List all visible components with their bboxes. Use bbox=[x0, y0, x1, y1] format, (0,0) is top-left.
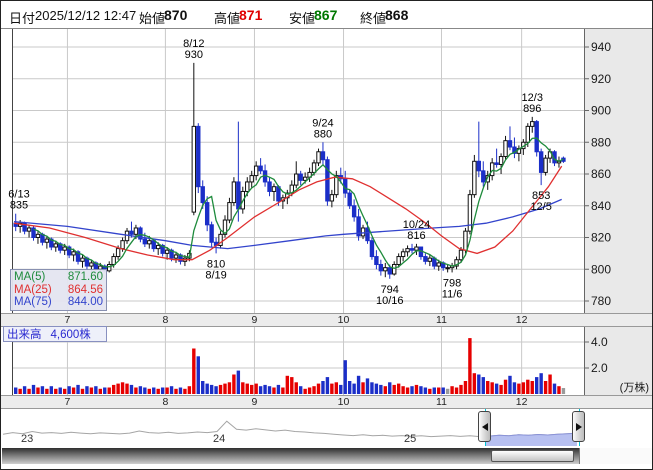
close-label: 終値 bbox=[360, 11, 387, 26]
svg-text:798: 798 bbox=[443, 277, 461, 289]
ma-legend: MA(5) 871.60 MA(25) 864.56 MA(75) 844.00 bbox=[10, 269, 107, 311]
candles-group bbox=[13, 62, 566, 279]
svg-text:10/24: 10/24 bbox=[403, 219, 431, 231]
month-label: 12 bbox=[515, 396, 528, 408]
ma25-row: MA(25) 864.56 bbox=[14, 284, 103, 297]
svg-text:835: 835 bbox=[10, 200, 28, 212]
month-label: 7 bbox=[64, 314, 71, 326]
month-label: 11 bbox=[436, 396, 447, 408]
ma25-value: 864.56 bbox=[67, 283, 103, 296]
month-label: 11 bbox=[436, 314, 447, 326]
svg-text:794: 794 bbox=[381, 284, 399, 296]
svg-text:12/3: 12/3 bbox=[522, 92, 543, 104]
ma25-line bbox=[13, 165, 563, 261]
svg-text:6/13: 6/13 bbox=[8, 189, 29, 201]
scrollbar-empty-area bbox=[579, 448, 652, 464]
svg-text:12/5: 12/5 bbox=[530, 201, 551, 213]
svg-text:24: 24 bbox=[213, 433, 225, 445]
date-label: 日付 bbox=[9, 11, 36, 26]
svg-text:860: 860 bbox=[591, 167, 611, 181]
nav-left-handle[interactable] bbox=[478, 411, 491, 442]
month-label: 9 bbox=[251, 314, 258, 326]
svg-text:(万株): (万株) bbox=[620, 380, 649, 394]
svg-text:11/6: 11/6 bbox=[442, 288, 463, 300]
date-value: 2025/12/12 12:47 bbox=[35, 8, 137, 23]
svg-text:23: 23 bbox=[21, 433, 33, 445]
svg-text:25: 25 bbox=[404, 433, 416, 445]
nav-left-arrow-icon bbox=[481, 422, 488, 431]
month-label: 8 bbox=[162, 314, 169, 326]
svg-text:800: 800 bbox=[591, 262, 611, 276]
month-label: 9 bbox=[251, 396, 258, 408]
month-label: 12 bbox=[515, 314, 528, 326]
ma25-label: MA(25) bbox=[14, 283, 52, 296]
ma75-row: MA(75) 844.00 bbox=[14, 296, 103, 309]
low-label: 安値 bbox=[289, 11, 316, 26]
open-value: 870 bbox=[164, 7, 188, 23]
svg-text:10/16: 10/16 bbox=[376, 295, 404, 307]
ma5-row: MA(5) 871.60 bbox=[14, 271, 103, 284]
svg-text:840: 840 bbox=[591, 199, 611, 213]
volume-chart[interactable]: 4.0 2.0 (万株) bbox=[1, 327, 653, 395]
nav-right-handle[interactable] bbox=[572, 411, 585, 442]
svg-text:853: 853 bbox=[532, 190, 550, 202]
nav-right-arrow-icon bbox=[575, 422, 582, 431]
svg-text:940: 940 bbox=[591, 40, 611, 54]
scrollbar-thumb[interactable] bbox=[491, 450, 574, 462]
svg-text:8/19: 8/19 bbox=[205, 269, 226, 281]
high-label: 高値 bbox=[214, 11, 241, 26]
svg-text:780: 780 bbox=[591, 294, 611, 308]
ma75-value: 844.00 bbox=[67, 296, 103, 309]
low-value: 867 bbox=[314, 7, 338, 23]
volume-current-value: 4,600株 bbox=[50, 329, 91, 341]
svg-text:9/24: 9/24 bbox=[312, 117, 333, 129]
high-value: 871 bbox=[239, 7, 263, 23]
volume-label-text: 出来高 bbox=[7, 329, 42, 341]
ma5-value: 871.60 bbox=[67, 271, 103, 283]
close-value: 868 bbox=[385, 7, 409, 23]
month-label: 8 bbox=[162, 396, 169, 408]
month-label: 10 bbox=[337, 314, 350, 326]
svg-text:810: 810 bbox=[207, 258, 225, 270]
month-label: 10 bbox=[337, 396, 350, 408]
svg-text:930: 930 bbox=[185, 49, 203, 61]
svg-text:820: 820 bbox=[591, 231, 611, 245]
ma75-label: MA(75) bbox=[14, 296, 52, 309]
svg-text:2.0: 2.0 bbox=[591, 361, 608, 375]
ma5-label: MA(5) bbox=[14, 271, 46, 283]
svg-text:896: 896 bbox=[523, 103, 541, 115]
svg-text:8/12: 8/12 bbox=[183, 38, 204, 50]
ma5-line bbox=[33, 137, 564, 269]
svg-text:920: 920 bbox=[591, 72, 611, 86]
open-label: 始値 bbox=[139, 11, 166, 26]
month-label: 7 bbox=[64, 396, 71, 408]
ohlc-info-bar: 日付 2025/12/12 12:47 始値 870 高値 871 安値 867… bbox=[1, 1, 652, 29]
month-axis-volume: 7 8 9 10 11 12 bbox=[1, 395, 652, 409]
h-scrollbar[interactable] bbox=[2, 448, 579, 464]
svg-text:880: 880 bbox=[314, 128, 332, 140]
svg-text:880: 880 bbox=[591, 135, 611, 149]
svg-text:900: 900 bbox=[591, 104, 611, 118]
svg-text:816: 816 bbox=[407, 230, 425, 242]
volume-label: 出来高 4,600株 bbox=[3, 326, 107, 342]
month-axis-main: 7 8 9 10 11 12 bbox=[1, 313, 652, 327]
range-navigator[interactable]: 23 24 25 bbox=[1, 409, 652, 468]
svg-text:4.0: 4.0 bbox=[591, 335, 608, 349]
nav-sparkline[interactable]: 23 24 25 bbox=[1, 409, 653, 447]
